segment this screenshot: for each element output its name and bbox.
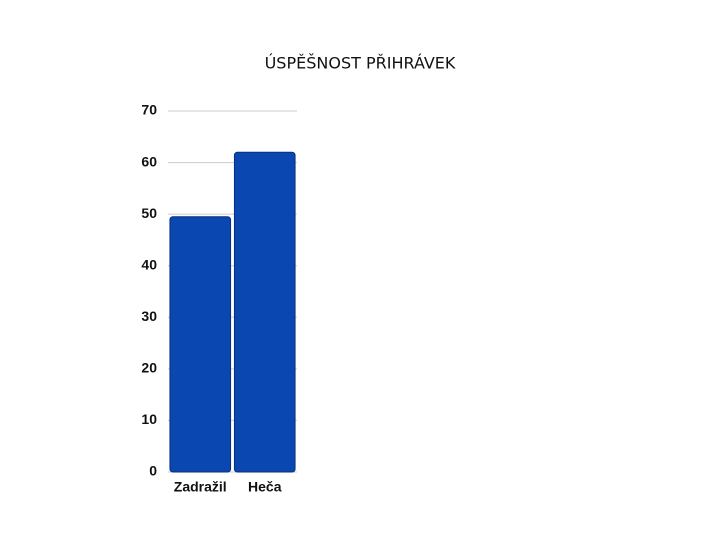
x-tick-label: Heča	[248, 479, 282, 495]
y-tick-label: 10	[141, 411, 157, 427]
bar	[233, 151, 296, 473]
y-tick-label: 0	[149, 463, 157, 479]
y-tick-label: 40	[141, 256, 157, 272]
y-tick-label: 20	[141, 360, 157, 376]
bar	[169, 216, 232, 473]
chart-title: ÚSPĚŠNOST PŘIHRÁVEK	[265, 54, 456, 73]
y-tick-label: 70	[141, 102, 157, 118]
y-tick-label: 60	[141, 153, 157, 169]
x-tick-label: Zadražil	[174, 479, 227, 495]
y-tick-label: 30	[141, 308, 157, 324]
y-tick-label: 50	[141, 205, 157, 221]
